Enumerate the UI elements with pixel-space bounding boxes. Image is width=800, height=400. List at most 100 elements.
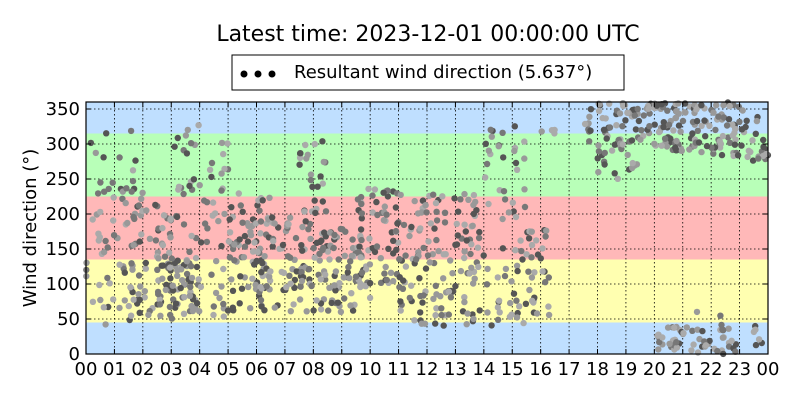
- data-point: [296, 161, 303, 168]
- data-point: [256, 207, 263, 214]
- data-point: [487, 126, 494, 133]
- data-point: [714, 347, 721, 355]
- data-point: [340, 274, 347, 281]
- data-point: [675, 122, 683, 129]
- data-point: [673, 344, 681, 351]
- data-point: [218, 170, 225, 177]
- data-point: [129, 266, 136, 273]
- data-point: [305, 226, 312, 233]
- data-point: [453, 241, 461, 248]
- data-point: [269, 243, 276, 250]
- data-point: [511, 123, 518, 130]
- data-point: [433, 305, 440, 312]
- data-point: [143, 207, 150, 214]
- data-point: [658, 142, 665, 149]
- data-point: [480, 252, 487, 259]
- x-tick-label: 03: [160, 359, 183, 380]
- data-point: [742, 123, 749, 131]
- data-point: [97, 179, 104, 186]
- data-point: [726, 139, 734, 146]
- data-point: [332, 287, 339, 294]
- data-point: [703, 142, 711, 150]
- data-point: [664, 107, 671, 114]
- data-point: [317, 276, 324, 283]
- data-point: [298, 269, 305, 276]
- data-point: [482, 140, 489, 147]
- data-point: [384, 193, 392, 200]
- data-point: [252, 281, 259, 288]
- data-point: [286, 214, 294, 221]
- data-point: [100, 154, 107, 161]
- data-point: [738, 142, 745, 149]
- data-point: [218, 283, 225, 290]
- data-point: [484, 265, 491, 273]
- x-tick-label: 18: [586, 359, 609, 380]
- data-point: [239, 219, 246, 226]
- data-point: [686, 146, 693, 153]
- data-point: [224, 140, 231, 147]
- data-point: [387, 269, 395, 276]
- data-point: [123, 185, 130, 192]
- data-point: [357, 280, 364, 287]
- data-point: [313, 239, 320, 246]
- data-point: [521, 203, 529, 211]
- data-point: [127, 284, 134, 291]
- data-point: [106, 280, 113, 287]
- data-point: [734, 152, 742, 159]
- data-point: [141, 288, 148, 295]
- data-point: [383, 211, 390, 218]
- data-point: [110, 232, 118, 239]
- data-point: [124, 219, 131, 227]
- data-point: [485, 200, 492, 208]
- data-point: [156, 296, 163, 303]
- data-point: [249, 275, 256, 282]
- data-point: [710, 109, 717, 116]
- data-point: [513, 166, 521, 173]
- data-point: [187, 140, 195, 147]
- data-point: [525, 235, 533, 242]
- data-point: [187, 283, 194, 291]
- data-point: [390, 237, 397, 244]
- data-point: [188, 232, 195, 240]
- data-point: [135, 272, 143, 279]
- data-point: [166, 264, 174, 271]
- data-point: [717, 312, 724, 319]
- data-point: [136, 309, 143, 316]
- data-point: [220, 150, 227, 158]
- data-point: [719, 132, 727, 140]
- data-point: [634, 105, 641, 113]
- data-point: [528, 297, 536, 304]
- data-point: [357, 226, 365, 233]
- data-point: [429, 251, 436, 258]
- data-point: [533, 237, 540, 244]
- data-point: [513, 314, 521, 321]
- data-point: [138, 231, 145, 238]
- data-point: [307, 235, 314, 243]
- data-point: [213, 257, 220, 265]
- data-point: [512, 159, 520, 167]
- data-point: [127, 312, 135, 319]
- data-point: [193, 263, 201, 271]
- data-point: [371, 186, 379, 193]
- data-point: [496, 309, 503, 316]
- data-point: [719, 334, 727, 341]
- data-point: [348, 252, 355, 260]
- data-point: [482, 174, 489, 181]
- data-point: [632, 126, 640, 133]
- data-point: [521, 155, 528, 162]
- data-point: [254, 202, 261, 209]
- x-tick-label: 13: [444, 359, 467, 380]
- data-point: [96, 281, 103, 289]
- data-point: [175, 183, 183, 190]
- x-tick-label: 22: [700, 359, 723, 380]
- data-point: [440, 251, 447, 258]
- data-point: [672, 114, 680, 122]
- data-point: [226, 254, 234, 261]
- data-point: [484, 309, 491, 316]
- data-point: [130, 241, 137, 249]
- data-point: [678, 147, 685, 154]
- data-point: [195, 122, 202, 129]
- data-point: [664, 324, 672, 331]
- data-point: [349, 236, 356, 243]
- data-point: [296, 296, 304, 303]
